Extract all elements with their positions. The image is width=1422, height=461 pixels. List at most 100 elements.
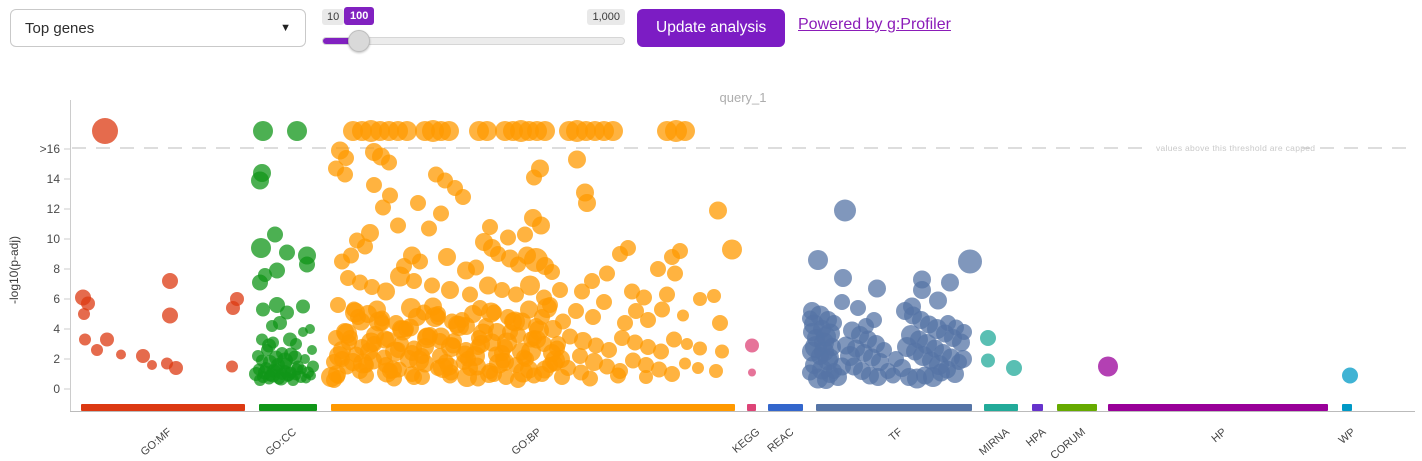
data-point[interactable] <box>574 283 590 300</box>
data-point[interactable] <box>226 301 240 315</box>
data-point[interactable] <box>675 121 695 141</box>
source-axis-bar-kegg[interactable] <box>747 404 756 411</box>
data-point[interactable] <box>640 312 656 328</box>
data-point[interactable] <box>612 246 628 262</box>
data-point[interactable] <box>397 121 417 141</box>
data-point[interactable] <box>666 331 682 348</box>
data-point[interactable] <box>709 364 723 378</box>
data-point[interactable] <box>816 326 836 347</box>
source-axis-bar-go-mf[interactable] <box>81 404 245 411</box>
data-point[interactable] <box>826 315 842 331</box>
update-analysis-button[interactable]: Update analysis <box>637 9 786 47</box>
data-point[interactable] <box>745 338 759 353</box>
top-genes-dropdown[interactable]: Top genes ▼ <box>10 9 306 47</box>
data-point[interactable] <box>837 336 855 355</box>
data-point[interactable] <box>477 121 497 141</box>
data-point[interactable] <box>574 332 592 350</box>
data-point[interactable] <box>353 353 373 374</box>
data-point[interactable] <box>1342 367 1358 384</box>
data-point[interactable] <box>707 289 721 303</box>
data-point[interactable] <box>438 248 456 266</box>
data-point[interactable] <box>1098 356 1118 377</box>
data-point[interactable] <box>284 347 298 362</box>
data-point[interactable] <box>357 238 373 255</box>
data-point[interactable] <box>361 332 381 353</box>
data-point[interactable] <box>932 363 950 382</box>
data-point[interactable] <box>640 339 656 355</box>
data-point[interactable] <box>287 121 307 141</box>
data-point[interactable] <box>489 353 509 374</box>
data-point[interactable] <box>410 195 426 211</box>
data-point[interactable] <box>406 369 422 385</box>
source-axis-bar-hpa[interactable] <box>1032 404 1043 411</box>
data-point[interactable] <box>639 370 653 384</box>
data-point[interactable] <box>617 315 633 331</box>
data-point[interactable] <box>497 332 517 353</box>
data-point[interactable] <box>980 330 996 346</box>
data-point[interactable] <box>520 300 538 319</box>
data-point[interactable] <box>266 320 278 332</box>
data-point[interactable] <box>79 333 91 346</box>
data-point[interactable] <box>599 358 615 375</box>
data-point[interactable] <box>638 357 654 373</box>
data-point[interactable] <box>421 220 437 237</box>
data-point[interactable] <box>366 177 382 193</box>
data-point[interactable] <box>659 286 675 303</box>
data-point[interactable] <box>457 367 477 387</box>
data-point[interactable] <box>951 354 967 370</box>
data-point[interactable] <box>330 297 346 313</box>
data-point[interactable] <box>455 189 471 205</box>
data-point[interactable] <box>578 194 596 212</box>
data-point[interactable] <box>834 269 852 287</box>
data-point[interactable] <box>535 121 555 141</box>
data-point[interactable] <box>307 345 317 355</box>
data-point[interactable] <box>340 270 356 286</box>
data-point[interactable] <box>300 354 310 364</box>
data-point[interactable] <box>505 311 525 332</box>
data-point[interactable] <box>715 344 729 359</box>
data-point[interactable] <box>169 361 183 375</box>
data-point[interactable] <box>834 294 850 310</box>
data-point[interactable] <box>465 346 485 366</box>
data-point[interactable] <box>481 302 501 323</box>
source-axis-bar-go-bp[interactable] <box>331 404 735 411</box>
data-point[interactable] <box>653 343 669 360</box>
data-point[interactable] <box>390 266 410 287</box>
data-point[interactable] <box>584 273 600 289</box>
data-point[interactable] <box>550 336 566 352</box>
data-point[interactable] <box>667 265 683 282</box>
data-point[interactable] <box>885 367 901 384</box>
data-point[interactable] <box>866 312 882 328</box>
data-point[interactable] <box>568 303 584 319</box>
data-point[interactable] <box>482 219 498 235</box>
data-point[interactable] <box>334 253 350 270</box>
data-point[interactable] <box>526 169 542 186</box>
data-point[interactable] <box>651 361 667 378</box>
data-point[interactable] <box>91 344 103 356</box>
data-point[interactable] <box>603 121 623 141</box>
source-axis-bar-hp[interactable] <box>1108 404 1328 411</box>
data-point[interactable] <box>269 262 285 279</box>
data-point[interactable] <box>279 244 295 261</box>
data-point[interactable] <box>352 274 368 291</box>
source-axis-bar-reac[interactable] <box>768 404 803 411</box>
data-point[interactable] <box>437 172 453 189</box>
data-point[interactable] <box>552 282 568 298</box>
data-point[interactable] <box>650 261 666 277</box>
data-point[interactable] <box>136 349 150 363</box>
data-point[interactable] <box>544 320 562 338</box>
data-point[interactable] <box>328 160 344 177</box>
data-point[interactable] <box>712 315 728 331</box>
data-point[interactable] <box>345 302 365 323</box>
data-point[interactable] <box>624 283 640 300</box>
data-point[interactable] <box>610 367 626 384</box>
data-point[interactable] <box>568 150 586 169</box>
data-point[interactable] <box>162 273 178 289</box>
data-point[interactable] <box>692 362 704 374</box>
data-point[interactable] <box>693 341 707 356</box>
data-point[interactable] <box>681 338 693 350</box>
data-point[interactable] <box>406 273 422 289</box>
data-point[interactable] <box>545 350 565 371</box>
data-point[interactable] <box>628 303 644 319</box>
data-point[interactable] <box>393 320 413 341</box>
